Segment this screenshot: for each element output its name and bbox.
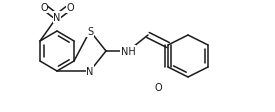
Text: S: S [87,27,93,37]
Text: N: N [53,13,61,23]
Text: O: O [66,3,74,13]
Text: O: O [40,3,48,13]
Text: N: N [86,66,94,76]
Text: O: O [154,82,162,92]
Text: NH: NH [121,47,135,56]
